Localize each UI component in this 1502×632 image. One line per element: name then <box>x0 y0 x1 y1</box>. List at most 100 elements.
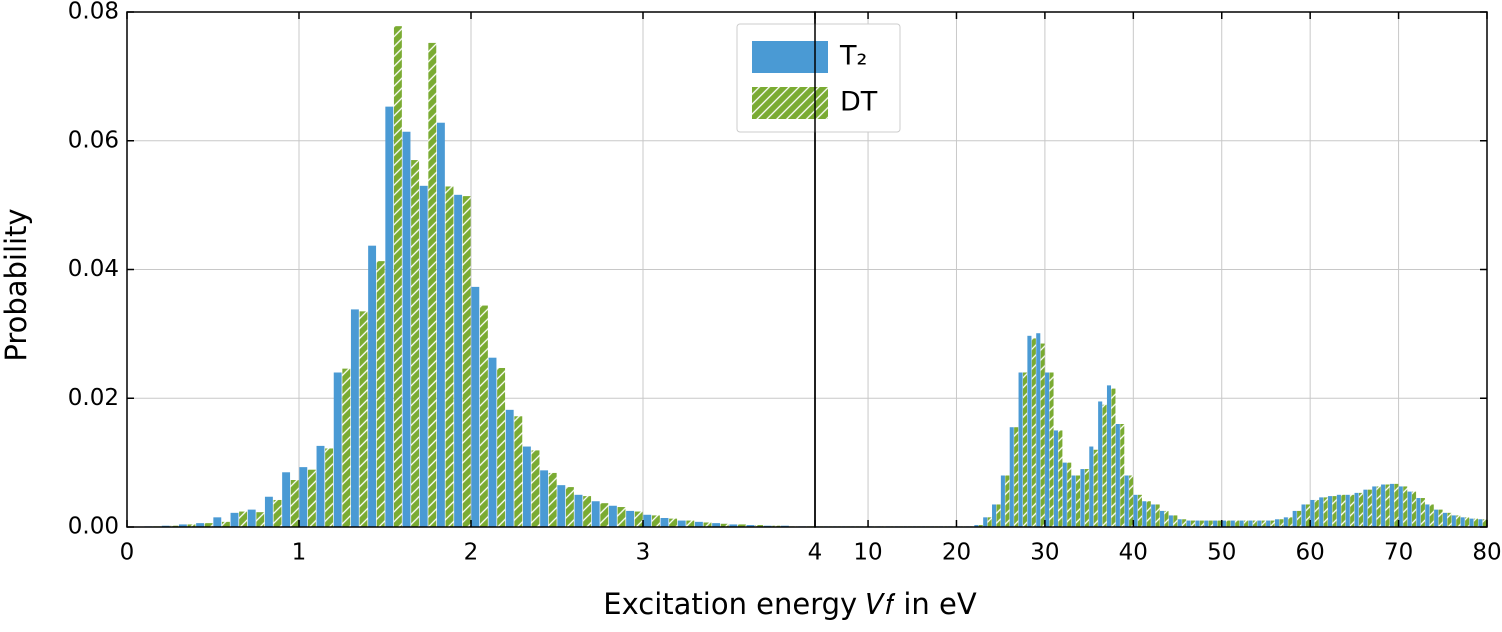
bar <box>1416 498 1421 527</box>
bar <box>1323 497 1328 527</box>
bar <box>1182 519 1187 527</box>
bar <box>651 515 660 527</box>
bar <box>316 445 325 527</box>
bar <box>600 503 609 527</box>
bar <box>1257 520 1262 527</box>
bar <box>428 42 437 528</box>
bar <box>1000 475 1005 527</box>
bar <box>1155 504 1160 527</box>
bar <box>1014 427 1019 527</box>
legend-swatch <box>752 41 828 73</box>
bar <box>1053 430 1058 527</box>
bar <box>402 131 411 528</box>
bar <box>368 245 377 527</box>
bar <box>454 194 463 527</box>
axes: 0.00 0.02 0.04 0.06 0.08 0 1 2 3 4 T₂ DT 10 20 30 40 50 6… <box>68 0 1502 566</box>
bar <box>1354 492 1359 527</box>
legend-label: DT <box>840 87 878 118</box>
bar <box>187 524 196 527</box>
bar <box>1226 520 1231 527</box>
bar <box>1244 520 1249 527</box>
bar <box>720 523 729 527</box>
bar <box>411 160 420 527</box>
bar <box>1071 475 1076 527</box>
bar <box>1367 489 1372 527</box>
bar <box>1412 491 1417 527</box>
bar <box>617 507 626 527</box>
x-tick-label: 0 <box>120 540 135 566</box>
x-tick-label: 1 <box>292 540 307 566</box>
bar <box>1115 424 1120 527</box>
bar <box>1252 520 1257 527</box>
x-tick-label: 30 <box>1030 540 1059 566</box>
bar <box>247 509 256 527</box>
bar <box>1005 475 1010 527</box>
bar <box>1274 519 1280 527</box>
bar <box>1151 504 1156 527</box>
bar <box>1332 496 1337 527</box>
bar <box>1283 517 1288 527</box>
bar <box>626 510 635 527</box>
bar <box>1376 486 1381 527</box>
bar <box>1045 372 1050 527</box>
bar <box>1031 338 1036 527</box>
bar <box>178 524 187 527</box>
bar <box>1429 504 1434 527</box>
x-tick-label: 50 <box>1207 540 1236 566</box>
bar <box>1261 520 1266 527</box>
bar <box>1106 385 1112 527</box>
bar <box>755 525 764 527</box>
bar <box>1133 494 1138 527</box>
bar <box>1434 509 1439 527</box>
bar <box>643 514 652 527</box>
bar <box>1270 520 1275 527</box>
bar <box>1350 494 1355 527</box>
bar <box>1199 520 1204 527</box>
bar <box>1230 520 1235 527</box>
x-tick-label: 4 <box>808 540 823 566</box>
bar <box>514 416 523 527</box>
bar <box>1195 520 1200 527</box>
legend: T₂ DT <box>736 23 901 133</box>
bar <box>1389 483 1394 527</box>
bar <box>1160 510 1165 527</box>
bar <box>1239 520 1244 527</box>
bar <box>436 122 445 527</box>
bar <box>1040 343 1045 527</box>
bar <box>992 504 997 527</box>
bar <box>462 196 471 528</box>
x-tick-label: 10 <box>853 540 882 566</box>
bar <box>1098 401 1103 527</box>
bar <box>522 446 531 527</box>
bar <box>531 450 540 527</box>
bar <box>1465 517 1470 527</box>
bar <box>479 305 488 527</box>
bar <box>213 517 222 527</box>
bar <box>1208 520 1213 527</box>
x-tick-label: 2 <box>464 540 479 566</box>
bar <box>1297 510 1302 527</box>
bar <box>694 521 703 527</box>
x-tick-label: 3 <box>636 540 651 566</box>
bar <box>497 367 506 527</box>
bar <box>1372 486 1377 527</box>
bar <box>703 522 712 527</box>
panel-frame <box>814 11 1488 528</box>
bar <box>1084 469 1089 527</box>
bar <box>1221 520 1226 527</box>
bar <box>350 309 359 527</box>
bar <box>1177 519 1182 527</box>
bar <box>1168 515 1173 527</box>
bar <box>978 525 983 527</box>
bar <box>1407 491 1412 527</box>
bar <box>1217 520 1222 527</box>
bar <box>1438 509 1443 527</box>
bar <box>1394 483 1399 527</box>
y-tick-label: 0.02 <box>68 385 119 411</box>
x-tick-label: 20 <box>942 540 971 566</box>
bar <box>1447 512 1452 527</box>
bar <box>1248 520 1253 527</box>
bar <box>1336 494 1341 527</box>
x-axis-label: Excitation energy 𝑉𝑓 in eV <box>603 587 977 621</box>
